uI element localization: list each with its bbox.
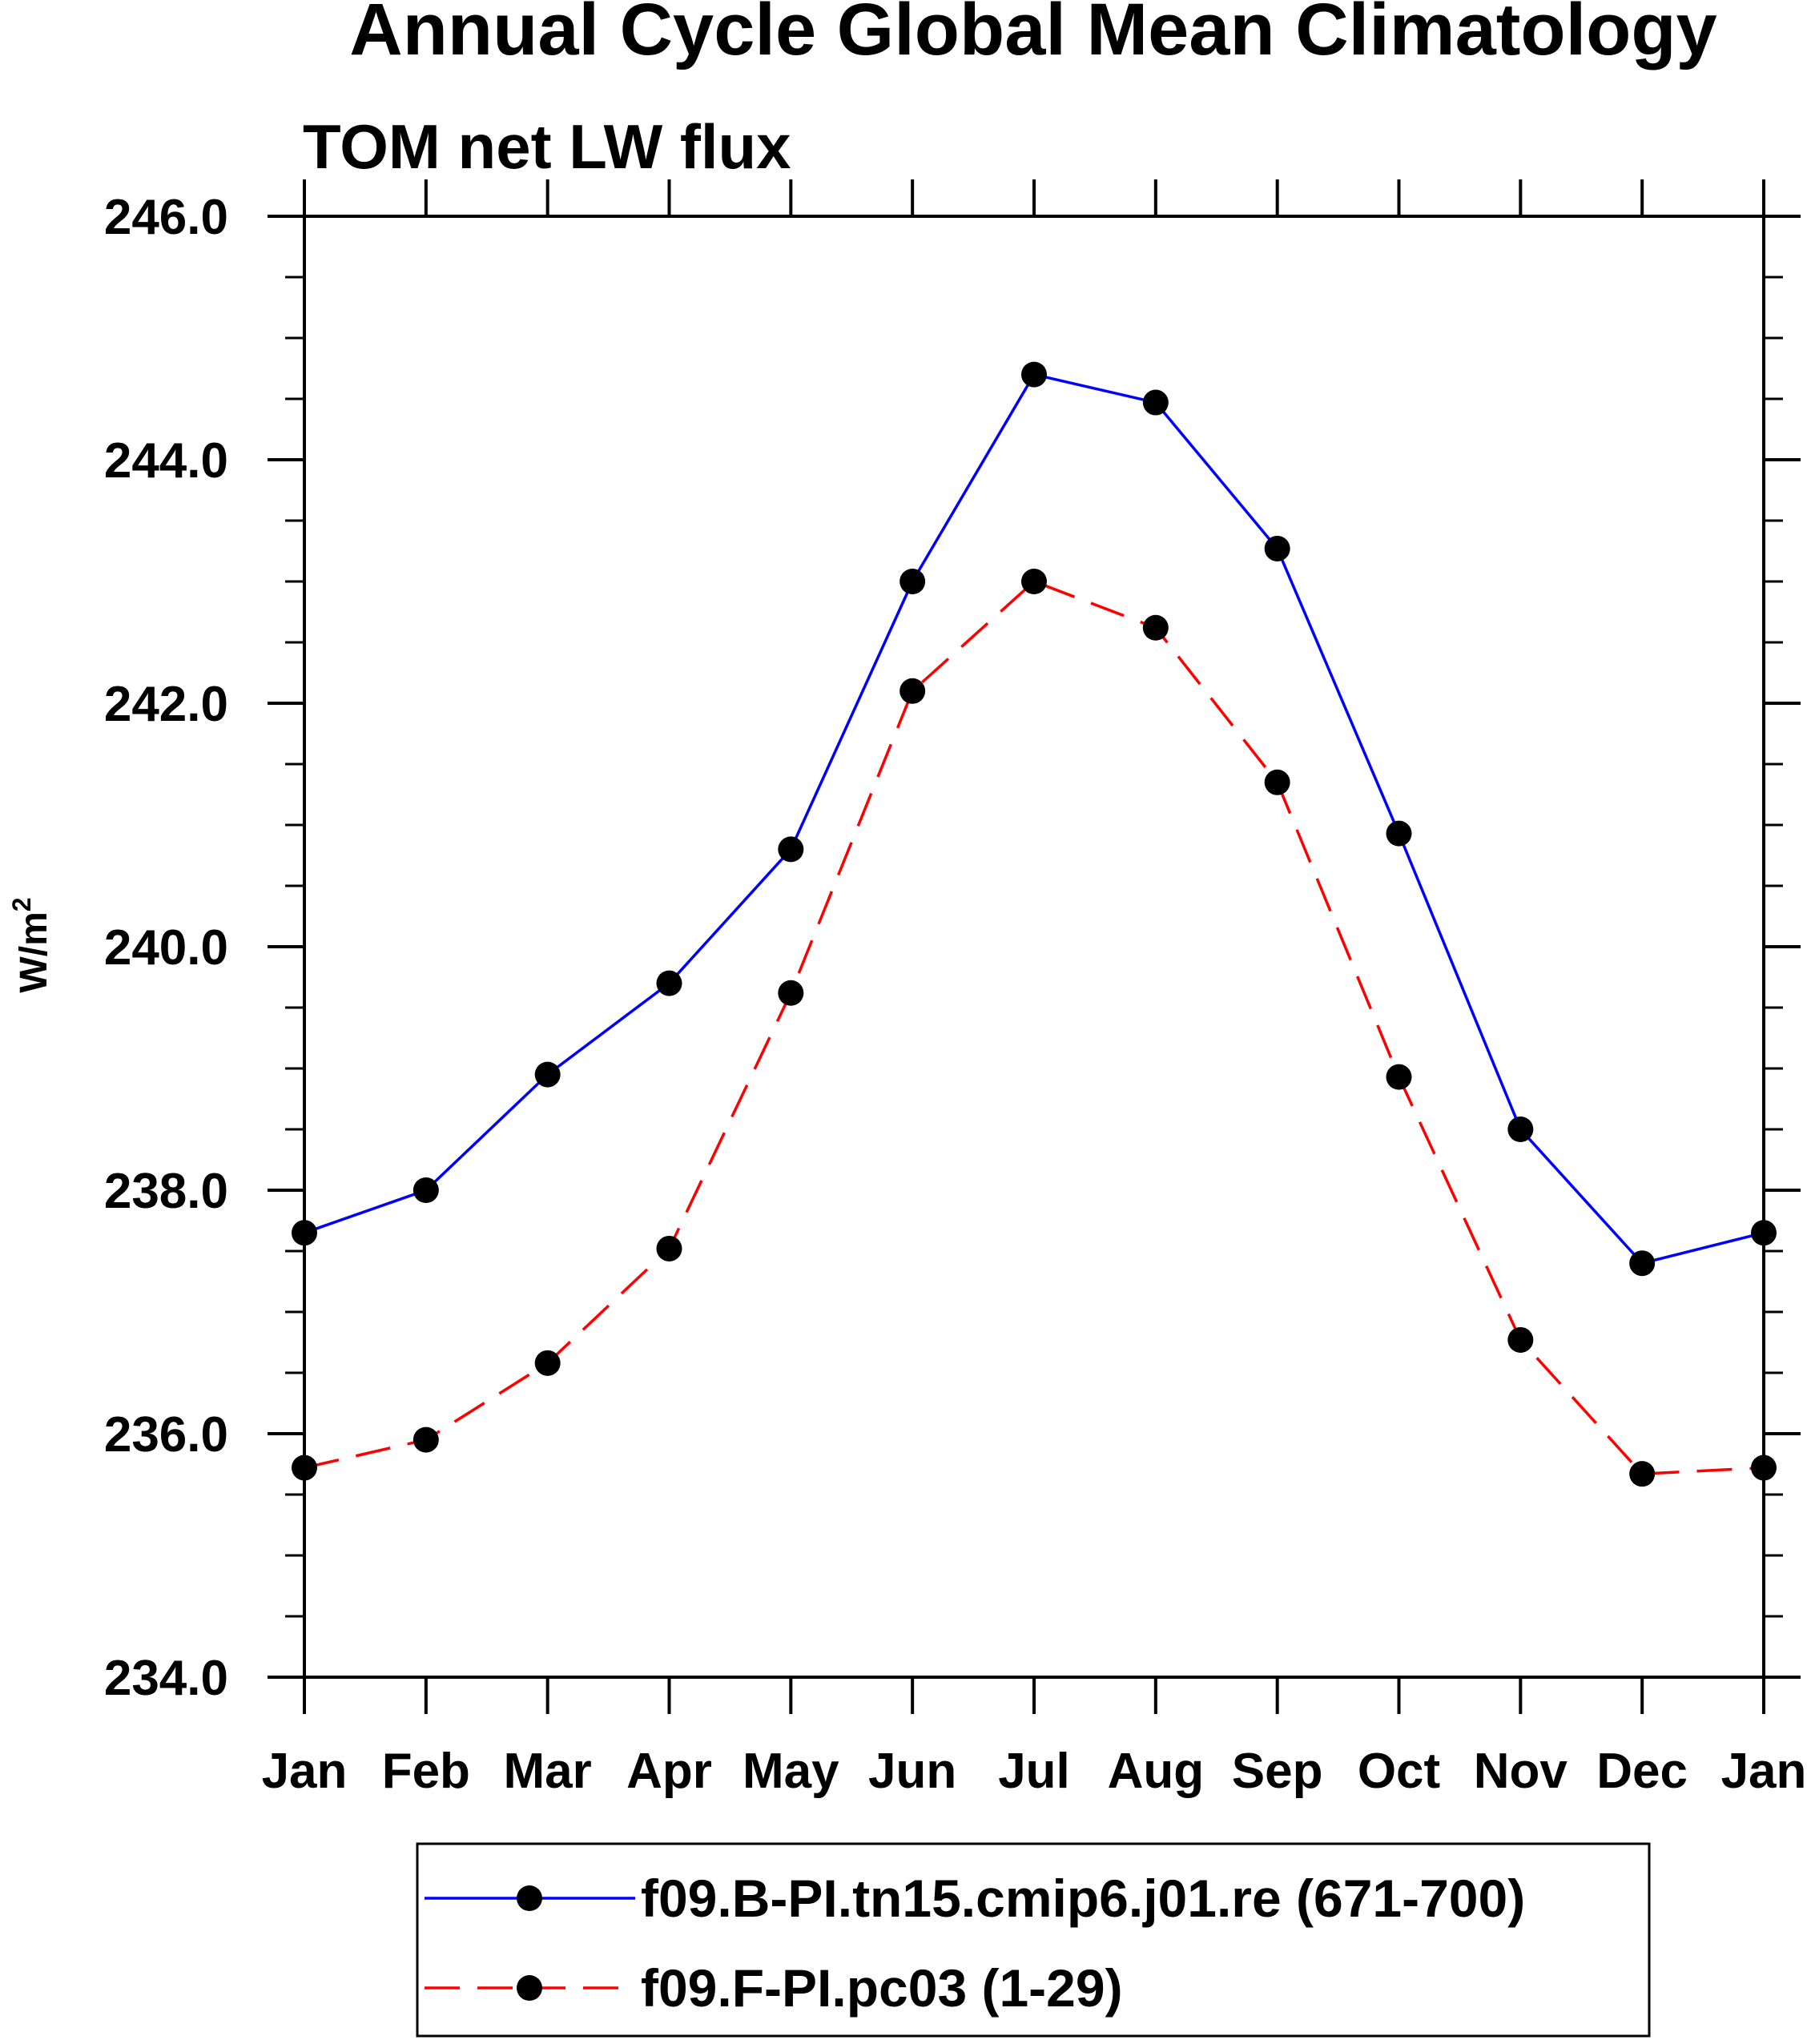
x-tick-label: Dec: [1596, 1744, 1688, 1799]
series-layer: [292, 361, 1777, 1487]
series-1-point: [778, 980, 804, 1006]
tick-labels: 234.0 236.0 238.0 240.0 242.0 244.0 246.0 Jan Fe…: [104, 190, 1807, 1799]
x-tick-label: Mar: [504, 1744, 592, 1799]
series-1-point: [413, 1426, 439, 1453]
series-0-point: [1629, 1250, 1656, 1277]
series-0-point: [1264, 535, 1290, 561]
series-0-point: [1507, 1117, 1534, 1142]
chart-subtitle: TOM net LW flux: [303, 111, 791, 182]
legend-marker-0: [517, 1885, 542, 1911]
series-1-point: [1142, 614, 1169, 641]
legend-marker-1: [517, 1975, 542, 2001]
series-0-point: [1386, 820, 1412, 847]
y-tick-label: 236.0: [104, 1407, 228, 1463]
legend-label-0: f09.B-PI.tn15.cmip6.j01.re (671-700): [641, 1869, 1525, 1928]
series-1-point: [1629, 1461, 1656, 1487]
series-line-0: [304, 372, 1765, 1265]
legend-label-1: f09.F-PI.pc03 (1-29): [641, 1958, 1123, 2018]
legend-item-1: f09.F-PI.pc03 (1-29): [425, 1958, 1123, 2018]
legend-box: [416, 1842, 1651, 2038]
series-0-point: [1021, 361, 1047, 388]
x-tick-label: May: [743, 1744, 839, 1799]
x-tick-label: Oct: [1358, 1744, 1440, 1799]
legend: f09.B-PI.tn15.cmip6.j01.re (671-700) f09…: [416, 1842, 1651, 2038]
series-0-point: [413, 1177, 439, 1203]
y-tick-label: 240.0: [104, 920, 228, 976]
x-tick-label: Jul: [998, 1744, 1070, 1799]
series-0-point: [534, 1061, 561, 1088]
x-tick-label: Aug: [1108, 1744, 1205, 1799]
series-1-point: [1386, 1064, 1412, 1090]
x-tick-label: Feb: [382, 1744, 470, 1799]
y-tick-label: 242.0: [104, 677, 228, 732]
svg-text:W/m2: W/m2: [7, 897, 55, 992]
series-1-point: [1264, 769, 1290, 795]
x-tick-label: Sep: [1232, 1744, 1323, 1799]
plot-frame: [303, 215, 1765, 1679]
legend-item-0: f09.B-PI.tn15.cmip6.j01.re (671-700): [425, 1869, 1525, 1928]
series-0-point: [778, 836, 804, 863]
series-1-point: [899, 678, 926, 704]
y-axis-label-text: W/m: [13, 911, 55, 992]
series-1-point: [534, 1350, 561, 1376]
y-tick-label: 234.0: [104, 1651, 228, 1706]
y-tick-label: 238.0: [104, 1164, 228, 1219]
series-line-1: [304, 580, 1765, 1475]
x-tick-label: Apr: [626, 1744, 712, 1799]
series-1-point: [1507, 1326, 1534, 1353]
x-tick-label: Jan: [1721, 1744, 1807, 1799]
series-0-point: [656, 970, 682, 996]
y-axis-label: W/m2: [7, 897, 55, 992]
y-tick-label: 244.0: [104, 433, 228, 489]
series-1-point: [656, 1235, 682, 1261]
series-0-point: [899, 569, 926, 594]
y-axis-label-superscript: 2: [7, 897, 36, 911]
x-tick-label: Jun: [868, 1744, 956, 1799]
series-0-point: [1142, 389, 1169, 416]
y-tick-label: 246.0: [104, 190, 228, 245]
x-tick-label: Nov: [1474, 1744, 1568, 1799]
x-tick-label: Jan: [262, 1744, 348, 1799]
series-1-point: [1021, 569, 1047, 594]
axis-ticks: [268, 179, 1801, 1714]
chart-title: Annual Cycle Global Mean Climatology: [349, 0, 1716, 70]
